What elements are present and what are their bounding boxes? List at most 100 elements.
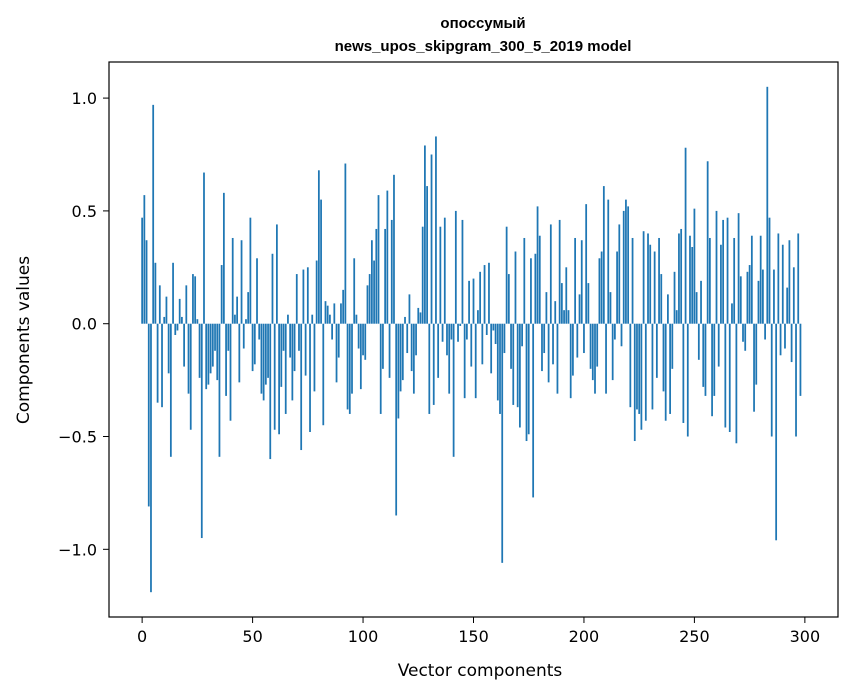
bar-250 [693, 208, 696, 324]
y-ticks: −1.0 −0.5 0.0 0.5 1.0 [58, 89, 109, 559]
bar-55 [262, 323, 265, 401]
bar-168 [512, 323, 515, 405]
bar-110 [384, 228, 387, 324]
bar-91 [342, 289, 345, 324]
x-ticks: 0 50 100 150 200 250 300 [137, 617, 820, 646]
bar-271 [739, 276, 742, 324]
bar-243 [678, 233, 680, 324]
bar-275 [748, 265, 751, 324]
x-tick-label: 50 [242, 627, 262, 646]
bar-119 [404, 316, 406, 324]
bar-176 [530, 258, 532, 324]
bar-118 [401, 323, 404, 381]
x-axis-label: Vector components [398, 661, 563, 681]
bar-131 [430, 154, 433, 324]
bar-283 [766, 86, 769, 324]
bar-85 [329, 314, 331, 324]
bar-203 [589, 323, 592, 369]
bar-102 [366, 285, 369, 324]
bar-235 [660, 274, 663, 324]
bar-19 [183, 323, 185, 367]
bar-264 [724, 323, 727, 428]
bar-257 [708, 237, 711, 324]
y-tick-label: −0.5 [58, 428, 97, 447]
bar-199 [580, 240, 583, 324]
bar-26 [198, 323, 201, 378]
bar-71 [298, 323, 300, 351]
bar-132 [432, 323, 435, 405]
bar-164 [503, 323, 506, 354]
bar-109 [382, 323, 384, 369]
bar-68 [291, 323, 294, 401]
bar-11 [165, 296, 168, 324]
bar-223 [633, 323, 636, 442]
bar-160 [494, 323, 497, 345]
bar-256 [706, 161, 709, 324]
x-tick-label: 150 [458, 627, 489, 646]
bar-162 [499, 323, 501, 414]
bar-64 [282, 323, 285, 351]
bar-183 [545, 292, 548, 324]
bar-195 [572, 323, 574, 376]
bar-33 [214, 323, 216, 351]
bar-42 [234, 314, 236, 324]
bar-141 [452, 323, 455, 457]
bar-253 [700, 280, 702, 324]
bar-240 [671, 323, 674, 369]
bar-98 [357, 323, 360, 349]
bar-214 [613, 323, 616, 340]
bar-241 [673, 271, 676, 324]
bar-144 [459, 323, 462, 326]
bar-216 [618, 224, 621, 324]
bar-249 [691, 247, 694, 324]
bar-34 [216, 323, 219, 381]
bar-20 [185, 285, 188, 324]
bar-104 [370, 240, 373, 324]
bar-82 [322, 323, 325, 426]
bar-167 [510, 323, 512, 369]
bar-172 [521, 323, 523, 347]
bar-210 [605, 323, 607, 394]
bar-7 [156, 323, 159, 403]
bar-29 [205, 323, 208, 390]
bar-234 [658, 237, 660, 324]
bar-267 [731, 303, 733, 324]
bar-96 [353, 258, 356, 324]
bar-248 [689, 235, 691, 324]
bar-14 [172, 262, 174, 324]
bar-208 [600, 251, 603, 324]
x-tick-label: 0 [137, 627, 147, 646]
bar-298 [799, 323, 802, 396]
bar-153 [479, 271, 482, 324]
bar-285 [770, 323, 773, 437]
bar-155 [483, 265, 486, 324]
bar-287 [775, 323, 778, 541]
bar-117 [399, 323, 402, 392]
bar-133 [435, 136, 437, 324]
bar-87 [333, 303, 336, 324]
bar-290 [781, 244, 784, 324]
bar-58 [269, 323, 272, 460]
bar-161 [496, 323, 499, 401]
bar-184 [547, 323, 550, 383]
bar-3 [147, 323, 150, 507]
bar-292 [786, 287, 789, 324]
bar-273 [744, 323, 747, 351]
bar-158 [490, 323, 493, 374]
bar-213 [611, 323, 614, 381]
bar-150 [472, 278, 475, 324]
x-tick-label: 100 [348, 627, 379, 646]
bar-0 [141, 217, 144, 324]
bar-5 [152, 104, 155, 324]
bar-236 [662, 323, 665, 392]
bar-31 [209, 323, 212, 374]
bar-135 [439, 226, 442, 324]
bar-60 [273, 323, 276, 430]
bar-94 [348, 323, 351, 414]
bar-44 [238, 323, 241, 383]
bar-152 [477, 310, 479, 324]
bar-136 [441, 323, 444, 342]
bar-134 [437, 323, 440, 378]
bar-266 [728, 323, 731, 432]
